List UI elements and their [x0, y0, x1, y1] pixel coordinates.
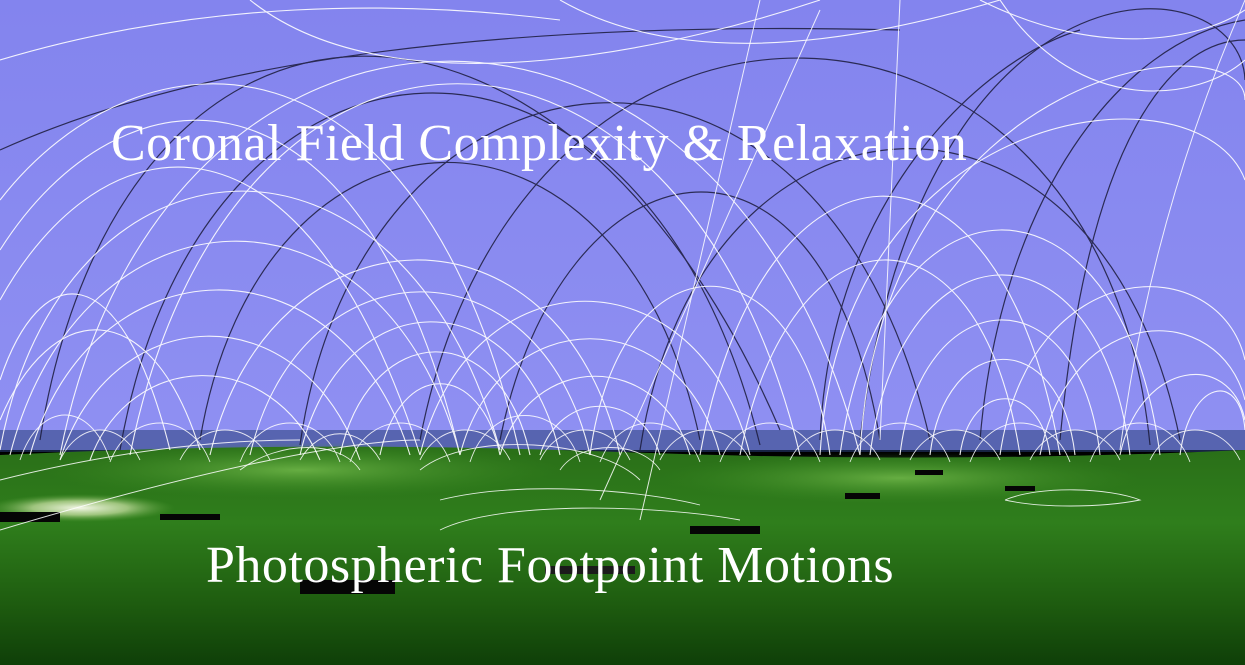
- light-patch: [660, 452, 1140, 504]
- sky-background: [0, 0, 1245, 450]
- title-coronal-field: Coronal Field Complexity & Relaxation: [111, 118, 967, 170]
- light-patch: [40, 442, 560, 498]
- title-photospheric-motions: Photospheric Footpoint Motions: [206, 540, 894, 592]
